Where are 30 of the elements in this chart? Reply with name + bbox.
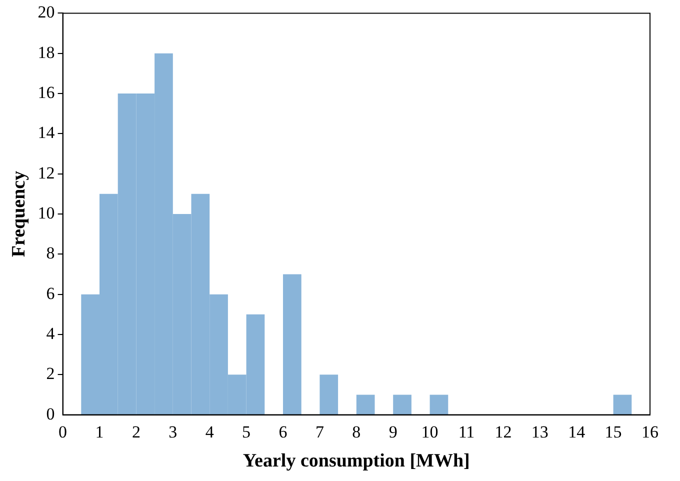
x-tick-label: 8	[352, 422, 361, 442]
x-tick-label: 11	[458, 422, 475, 442]
x-tick-label: 3	[168, 422, 178, 442]
y-axis-title: Frequency	[8, 170, 30, 258]
x-axis-title: Yearly consumption [MWh]	[242, 450, 470, 472]
x-tick-label: 5	[242, 422, 251, 442]
x-tick-label: 0	[58, 422, 68, 442]
y-tick-label: 12	[38, 163, 55, 182]
x-tick-label: 1	[95, 422, 104, 442]
x-tick-label: 10	[421, 422, 438, 442]
x-tick-label: 14	[568, 422, 586, 442]
x-tick-label: 12	[494, 422, 512, 442]
x-tick-label: 13	[531, 422, 548, 442]
y-tick-label: 20	[38, 2, 55, 22]
y-tick-label: 10	[38, 203, 55, 222]
x-tick-label: 6	[278, 422, 288, 442]
x-tick-label: 15	[604, 422, 622, 442]
y-tick-label: 6	[46, 284, 55, 303]
y-tick-label: 16	[38, 82, 55, 102]
x-tick-label: 2	[132, 422, 140, 442]
y-tick-label: 4	[46, 324, 56, 343]
x-tick-label: 4	[205, 422, 214, 442]
y-tick-label: 2	[46, 364, 55, 384]
y-tick-label: 0	[46, 404, 55, 424]
y-tick-label: 8	[46, 244, 55, 263]
y-tick-label: 14	[38, 123, 56, 142]
x-tick-label: 9	[388, 422, 398, 442]
y-tick-label: 18	[38, 42, 55, 62]
x-tick-label: 7	[315, 422, 324, 442]
x-tick-label: 16	[642, 422, 658, 442]
